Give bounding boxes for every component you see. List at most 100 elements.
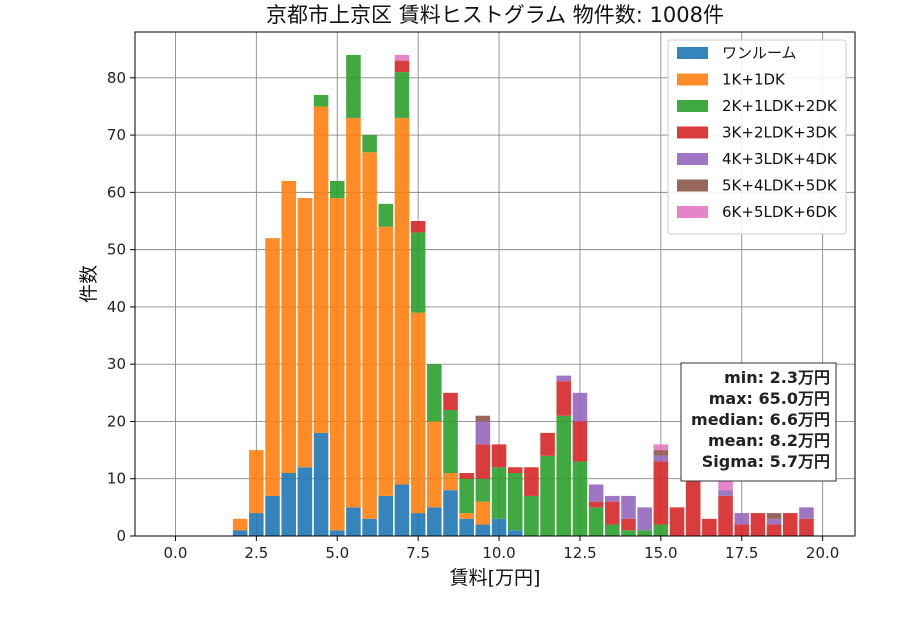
legend-label: 1K+1DK [722, 71, 786, 89]
bar-segment-0 [329, 530, 345, 536]
bar-segment-3 [685, 478, 701, 536]
bar-segment-0 [232, 530, 248, 536]
bar-segment-2 [637, 530, 652, 536]
bar-segment-3 [653, 461, 669, 525]
x-ticks: 0.0 2.5 5.0 7.5 10.0 12.5 15.0 17.5 20.0 [164, 536, 839, 562]
bar-segment-2 [443, 410, 458, 473]
bar-segment-4 [799, 507, 814, 519]
bar-segment-2 [621, 530, 636, 536]
bar-segment-0 [410, 513, 426, 536]
legend-swatch [677, 73, 708, 86]
y-axis-label: 件数 [78, 265, 100, 303]
bar-segment-1 [443, 473, 458, 491]
legend-label: 2K+1LDK+2DK [722, 97, 838, 115]
legend-swatch [677, 206, 708, 218]
bar-segment-3 [572, 421, 588, 462]
bar-segment-2 [394, 72, 410, 118]
bar-segment-3 [718, 495, 733, 536]
bar-segment-4 [621, 495, 636, 519]
bar-segment-1 [378, 226, 394, 496]
x-tick-label: 2.5 [244, 544, 268, 562]
bar-segment-3 [540, 432, 555, 456]
bar-segment-3 [410, 221, 426, 233]
bar-segment-4 [637, 507, 652, 531]
bar-segment-3 [734, 524, 750, 536]
bar-segment-2 [378, 203, 394, 227]
bar-segment-0 [475, 524, 491, 536]
bar-segment-1 [249, 450, 264, 514]
y-tick-label: 40 [107, 298, 126, 316]
bars [232, 54, 814, 536]
x-tick-label: 12.5 [563, 544, 596, 562]
legend: ワンルーム 1K+1DK 2K+1LDK+2DK 3K+2LDK+3DK 4K+3LDK… [667, 39, 847, 235]
legend-box [667, 39, 847, 235]
bar-segment-3 [783, 513, 798, 536]
y-tick-label: 70 [107, 126, 126, 144]
bar-segment-1 [232, 518, 248, 531]
bar-segment-2 [346, 54, 361, 118]
bar-segment-0 [394, 484, 410, 536]
bar-segment-1 [265, 238, 280, 496]
legend-swatch [677, 47, 708, 59]
bar-segment-2 [653, 524, 669, 536]
bar-segment-3 [750, 513, 766, 536]
stats-line: min: 2.3万円 [724, 368, 830, 387]
legend-label: 3K+2LDK+3DK [722, 124, 838, 142]
bar-segment-2 [427, 364, 442, 422]
bar-segment-0 [265, 495, 280, 536]
stats-line: max: 65.0万円 [709, 389, 830, 408]
bar-segment-1 [297, 198, 313, 468]
bar-segment-4 [475, 421, 491, 445]
bar-segment-1 [475, 501, 491, 525]
bar-segment-0 [249, 513, 264, 536]
x-tick-label: 15.0 [644, 544, 677, 562]
bar-segment-6 [394, 54, 410, 61]
bar-segment-2 [588, 507, 604, 536]
legend-swatch [677, 100, 708, 112]
bar-segment-1 [427, 421, 442, 508]
bar-segment-5 [475, 415, 491, 422]
bar-segment-2 [410, 232, 426, 313]
bar-segment-3 [475, 444, 491, 479]
bar-segment-3 [621, 518, 636, 531]
bar-segment-3 [799, 518, 814, 536]
bar-segment-3 [588, 501, 604, 508]
x-tick-label: 5.0 [325, 544, 349, 562]
stats-line: mean: 8.2万円 [708, 431, 830, 450]
legend-swatch [677, 179, 708, 192]
stats-box: min: 2.3万円 max: 65.0万円 median: 6.6万円 mean: … [680, 362, 837, 482]
bar-segment-5 [766, 513, 782, 519]
bar-segment-3 [669, 507, 685, 536]
stats-box-frame [680, 362, 837, 482]
legend-swatch [677, 153, 708, 165]
bar-segment-2 [605, 524, 620, 536]
bar-segment-2 [556, 415, 572, 536]
bar-segment-0 [507, 530, 523, 536]
bar-segment-1 [313, 106, 329, 433]
y-ticks: 0 10 20 30 40 50 60 70 80 [107, 69, 135, 545]
y-tick-label: 0 [116, 527, 126, 545]
bar-segment-0 [427, 507, 442, 536]
bar-segment-0 [491, 518, 507, 536]
bar-segment-1 [459, 513, 474, 519]
bar-segment-4 [605, 495, 620, 502]
bar-segment-3 [491, 444, 507, 468]
legend-label: 4K+3LDK+4DK [722, 150, 838, 168]
bar-segment-0 [459, 518, 474, 536]
bar-segment-6 [718, 478, 733, 491]
bar-segment-2 [459, 478, 474, 514]
x-tick-label: 0.0 [164, 544, 188, 562]
bar-segment-3 [459, 473, 474, 479]
bar-segment-2 [313, 95, 329, 107]
x-tick-label: 17.5 [725, 544, 758, 562]
legend-label: 6K+5LDK+6DK [722, 203, 838, 221]
bar-segment-1 [281, 180, 296, 473]
bar-segment-2 [475, 478, 491, 502]
bar-segment-0 [443, 490, 458, 536]
stats-line: median: 6.6万円 [691, 410, 830, 429]
bar-segment-0 [313, 432, 329, 536]
bar-segment-4 [653, 455, 669, 462]
bar-segment-1 [410, 312, 426, 514]
bar-segment-3 [524, 467, 539, 496]
